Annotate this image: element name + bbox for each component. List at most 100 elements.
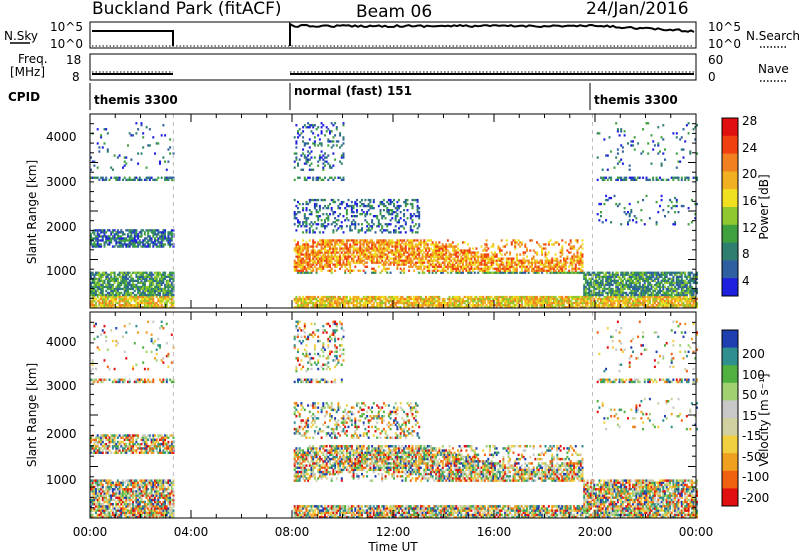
heatmap-cell — [170, 295, 173, 299]
heatmap-cell — [377, 297, 380, 301]
heatmap-cell — [470, 255, 473, 258]
heatmap-cell — [482, 259, 485, 262]
heatmap-cell — [541, 249, 544, 252]
heatmap-cell — [322, 154, 325, 157]
heatmap-cell — [547, 243, 550, 246]
nsky-panel: N.Sky 10^5 10^0 10^5 10^0 N.Search — [4, 20, 800, 51]
heatmap-cell — [505, 301, 508, 305]
heatmap-cell — [600, 285, 602, 289]
heatmap-cell — [546, 253, 549, 256]
heatmap-cell — [625, 281, 628, 285]
heatmap-cell — [618, 202, 621, 206]
heatmap-cell — [295, 249, 298, 252]
heatmap-cell — [551, 261, 554, 264]
heatmap-cell — [340, 202, 343, 206]
heatmap-cell — [308, 255, 311, 258]
heatmap-cell — [632, 219, 634, 222]
heatmap-cell — [354, 247, 357, 250]
heatmap-cell — [113, 279, 116, 283]
heatmap-cell — [494, 304, 496, 307]
heatmap-cell — [504, 297, 507, 301]
heatmap-cell — [403, 249, 406, 252]
heatmap-cell — [313, 259, 316, 262]
heatmap-cell — [398, 253, 400, 256]
heatmap-cell — [154, 279, 156, 283]
heatmap-cell — [101, 239, 104, 242]
heatmap-cell — [455, 253, 458, 256]
heatmap-cell — [630, 275, 633, 279]
heatmap-cell — [330, 299, 333, 303]
heatmap-cell — [507, 297, 510, 301]
heatmap-cell — [305, 126, 308, 129]
heatmap-cell — [500, 301, 503, 305]
heatmap-cell — [150, 279, 153, 283]
heatmap-cell — [145, 176, 148, 179]
heatmap-cell — [303, 156, 306, 159]
heatmap-cell — [315, 301, 318, 305]
heatmap-cell — [519, 299, 522, 303]
heatmap-cell — [324, 243, 326, 246]
heatmap-cell — [377, 204, 380, 208]
heatmap-cell — [167, 291, 170, 295]
heatmap-cell — [568, 301, 571, 305]
heatmap-cell — [638, 293, 641, 297]
heatmap-cell — [460, 299, 463, 303]
heatmap-cell — [111, 297, 114, 301]
heatmap-cell — [482, 269, 485, 272]
heatmap-cell — [154, 152, 156, 155]
heatmap-cell — [357, 255, 360, 258]
heatmap-cell — [384, 249, 387, 252]
heatmap-cell — [386, 241, 389, 244]
heatmap-cell — [100, 245, 103, 248]
heatmap-cell — [324, 156, 326, 159]
heatmap-cell — [345, 261, 348, 264]
heatmap-cell — [539, 263, 542, 266]
heatmap-cell — [302, 306, 305, 309]
heatmap-cell — [399, 211, 402, 214]
heatmap-cell — [593, 297, 596, 301]
heatmap-cell — [418, 301, 421, 305]
heatmap-cell — [123, 295, 126, 299]
heatmap-cell — [443, 253, 446, 256]
heatmap-cell — [110, 176, 113, 179]
heatmap-cell — [482, 297, 485, 301]
heatmap-cell — [108, 243, 111, 246]
heatmap-cell — [453, 295, 456, 299]
heatmap-cell — [467, 243, 470, 246]
heatmap-cell — [520, 261, 523, 264]
heatmap-cell — [546, 306, 549, 309]
heatmap-cell — [318, 231, 321, 234]
heatmap-cell — [430, 301, 432, 305]
heatmap-cell — [414, 231, 417, 234]
heatmap-cell — [509, 271, 512, 274]
heatmap-cell — [472, 269, 475, 272]
heatmap-cell — [130, 235, 133, 238]
heatmap-cell — [389, 213, 392, 216]
heatmap-cell — [512, 257, 515, 260]
heatmap-cell — [462, 299, 464, 303]
heatmap-cell — [127, 271, 129, 274]
heatmap-cell — [169, 293, 172, 297]
heatmap-cell — [633, 297, 636, 301]
heatmap-cell — [416, 253, 419, 256]
heatmap-cell — [303, 267, 306, 270]
heatmap-cell — [505, 297, 508, 301]
heatmap-cell — [137, 235, 140, 238]
heatmap-cell — [349, 247, 352, 250]
heatmap-cell — [436, 261, 439, 264]
heatmap-cell — [419, 239, 422, 242]
heatmap-cell — [576, 304, 579, 307]
heatmap-cell — [342, 261, 345, 264]
heatmap-cell — [135, 241, 138, 244]
heatmap-cell — [322, 225, 325, 228]
heatmap-cell — [399, 239, 402, 242]
heatmap-cell — [350, 209, 353, 212]
heatmap-cell — [327, 297, 330, 301]
heatmap-cell — [367, 295, 370, 299]
heatmap-cell — [123, 287, 126, 291]
heatmap-cell — [448, 265, 451, 268]
heatmap-cell — [115, 297, 118, 301]
heatmap-cell — [413, 247, 416, 250]
heatmap-cell — [118, 231, 121, 234]
heatmap-cell — [293, 136, 296, 139]
